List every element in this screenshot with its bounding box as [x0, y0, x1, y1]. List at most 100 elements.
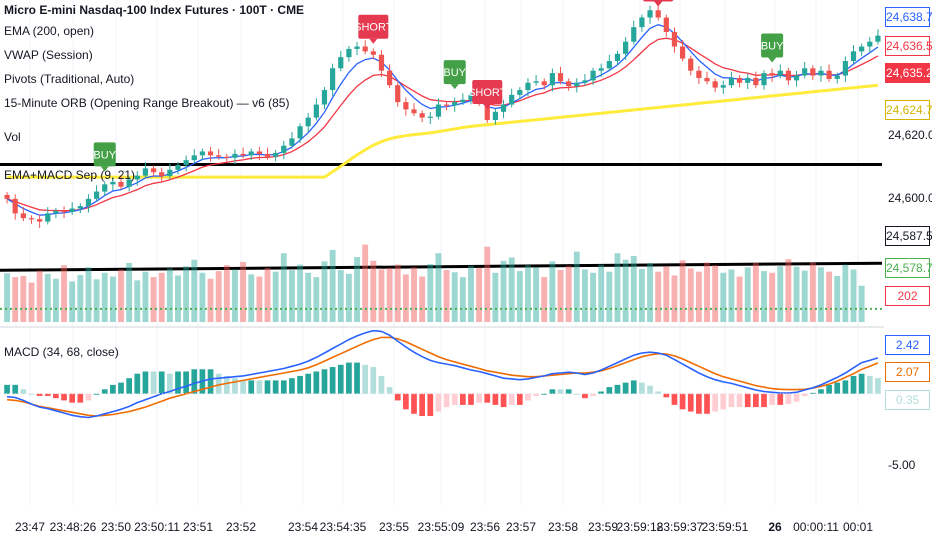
macd-histogram-bar	[85, 393, 92, 401]
macd-histogram-bar	[256, 380, 263, 394]
macd-histogram-bar	[663, 393, 670, 398]
candle-body	[338, 57, 344, 69]
candle-body	[834, 75, 840, 79]
macd-histogram-bar	[321, 369, 328, 394]
candle-body	[37, 219, 43, 222]
volume-bar	[573, 251, 580, 322]
macd-histogram-bar	[370, 367, 377, 394]
volume-bar	[565, 265, 572, 322]
signal-label: BUY	[761, 41, 784, 53]
volume-bar	[443, 270, 450, 322]
ema200-line	[7, 83, 879, 179]
macd-histogram-bar	[329, 367, 336, 394]
volume-bar	[508, 257, 515, 322]
candle-body	[688, 58, 694, 71]
macd-histogram-bar	[354, 362, 360, 394]
volume-bar	[736, 276, 743, 322]
candle-body	[500, 104, 507, 112]
legend-orb[interactable]: 15-Minute ORB (Opening Range Breakout) —…	[4, 96, 290, 110]
volume-bar	[850, 269, 857, 322]
candle-body	[639, 17, 645, 28]
macd-histogram-bar	[557, 389, 564, 394]
candle-body	[761, 73, 767, 86]
candle-body	[69, 208, 75, 212]
volume-bar	[321, 261, 328, 322]
signal-label: SHORT	[468, 87, 507, 99]
volume-bar	[858, 285, 865, 322]
candle-body	[875, 35, 881, 42]
volume-bar	[337, 270, 344, 322]
macd-histogram-bar	[606, 387, 613, 394]
volume-bar	[20, 276, 27, 322]
candle-body	[93, 191, 100, 199]
legend-vol[interactable]: Vol	[4, 130, 21, 144]
volume-bar	[362, 244, 369, 322]
macd-histogram-bar	[614, 384, 621, 394]
candle-body	[370, 51, 376, 55]
candle-body	[460, 99, 466, 103]
volume-bar	[818, 267, 824, 322]
volume-bar	[69, 281, 76, 322]
macd-histogram-bar	[69, 393, 76, 403]
signal-markers: BUYSHORTBUYSHORTSHORTBUY	[93, 0, 784, 172]
volume-bar	[280, 253, 287, 322]
macd-histogram-bar	[508, 393, 515, 405]
volume-bar	[297, 264, 303, 322]
macd-histogram-bar	[712, 393, 719, 412]
candle-body	[167, 169, 173, 177]
volume-bar	[394, 264, 401, 322]
symbol-title[interactable]: Micro E-mini Nasdaq-100 Index Futures · …	[4, 3, 305, 17]
volume-bar	[695, 271, 702, 322]
macd-histogram-bar	[590, 393, 596, 396]
volume-bar	[93, 279, 100, 322]
vwap-line	[6, 24, 879, 216]
macd-histogram-bar	[215, 373, 222, 394]
legend-vwap[interactable]: VWAP (Session)	[4, 48, 93, 62]
legend-macd[interactable]: MACD (34, 68, close)	[4, 345, 119, 359]
candle-body	[273, 152, 279, 157]
legend-ema-macd[interactable]: EMA+MACD Sep (9, 21)	[4, 168, 136, 182]
macd-histogram-bar	[679, 393, 686, 410]
candle-body	[427, 116, 433, 118]
candle-body	[313, 104, 319, 118]
volume-bar	[272, 271, 279, 322]
volume-bar	[533, 267, 540, 322]
volume-bar	[419, 276, 426, 322]
volume-bar	[158, 272, 165, 322]
volume-bar	[704, 262, 710, 322]
candle-body	[378, 54, 385, 71]
candle-body	[598, 68, 604, 71]
candle-body	[142, 168, 149, 176]
volume-bar	[134, 280, 141, 322]
candle-body	[330, 68, 336, 91]
time-label-day: 26	[768, 520, 782, 534]
signal-box	[761, 33, 784, 58]
volume-bar	[752, 262, 759, 322]
macd-histogram-bar	[53, 393, 59, 399]
volume-bar	[541, 277, 548, 322]
candle-body	[517, 90, 523, 95]
macd-histogram-bar	[533, 393, 539, 396]
volume-bar	[223, 265, 230, 322]
macd-histogram-bar	[28, 393, 35, 395]
tag-vwap-price: 24,638.75	[885, 7, 932, 27]
candle-body	[818, 70, 824, 76]
time-label: 23:59:51	[701, 520, 749, 534]
volume-bar	[728, 269, 735, 322]
macd-histogram-bar	[761, 393, 767, 408]
macd-histogram-bar	[451, 393, 458, 405]
signal-buy: BUY	[761, 33, 784, 63]
time-label: 23:50	[100, 520, 132, 534]
candle-body	[199, 151, 206, 156]
candle-body	[443, 104, 450, 106]
time-label: 23:48:26	[49, 520, 97, 534]
candle-body	[631, 27, 637, 42]
volume-bar	[777, 266, 784, 322]
legend-ema[interactable]: EMA (200, open)	[4, 24, 95, 38]
legend-pivots[interactable]: Pivots (Traditional, Auto)	[4, 72, 135, 86]
volume-bar	[28, 282, 35, 322]
macd-histogram-bar	[264, 380, 271, 394]
macd-histogram-bar	[223, 375, 230, 394]
volume-bar	[622, 259, 629, 322]
